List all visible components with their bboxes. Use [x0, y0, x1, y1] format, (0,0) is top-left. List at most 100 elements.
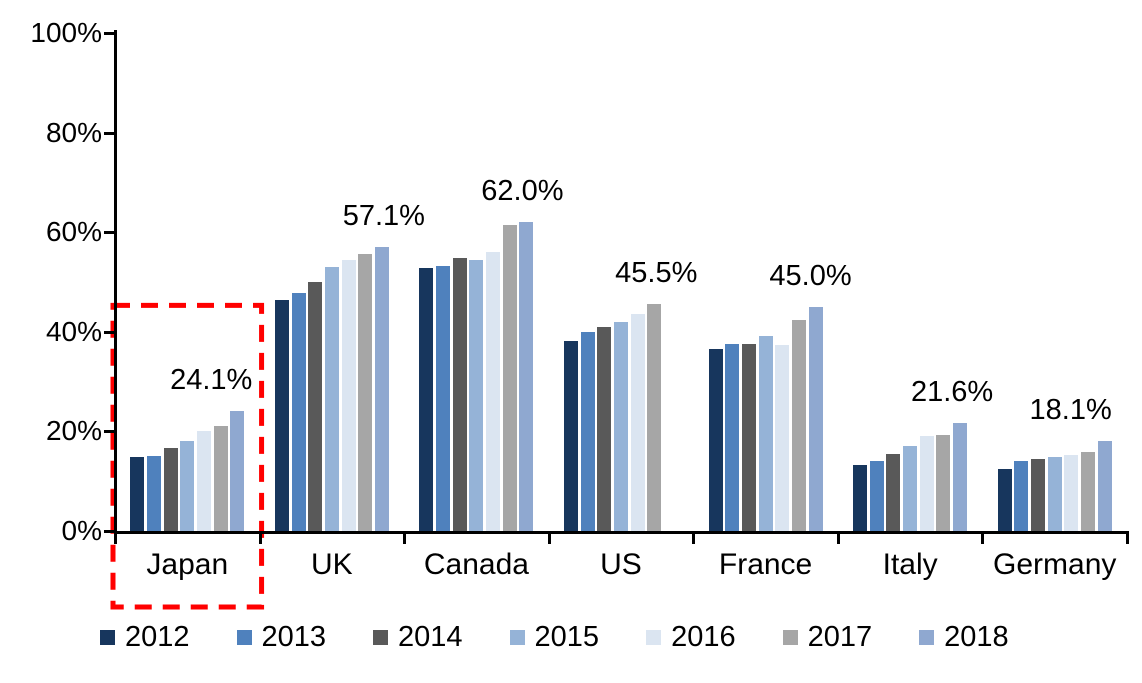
bar-germany-2016: [1064, 455, 1078, 531]
data-label-us: 45.5%: [615, 257, 698, 290]
bar-japan-2017: [214, 426, 228, 531]
y-axis-tick: [104, 231, 115, 235]
bar-france-2014: [742, 344, 756, 531]
bar-france-2016: [775, 345, 789, 531]
category-label-uk: UK: [311, 548, 353, 581]
bar-japan-2018: [230, 411, 244, 531]
bar-uk-2015: [325, 267, 339, 531]
bar-germany-2013: [1014, 461, 1028, 531]
bar-us-2015: [614, 322, 628, 531]
bar-italy-2013: [870, 461, 884, 531]
bar-us-2017: [647, 304, 661, 531]
bar-germany-2012: [998, 469, 1012, 531]
legend-swatch-icon: [509, 629, 525, 645]
bar-france-2013: [725, 344, 739, 531]
bar-canada-2017: [503, 225, 517, 531]
category-label-italy: Italy: [882, 548, 938, 581]
legend-label: 2013: [261, 621, 327, 653]
bar-italy-2012: [853, 465, 867, 531]
y-axis-tick: [104, 330, 115, 334]
legend-swatch-icon: [236, 629, 252, 645]
x-axis-tick: [258, 531, 262, 544]
x-axis-tick: [547, 531, 551, 544]
y-axis-tick-label: 0%: [61, 515, 102, 546]
bar-germany-2015: [1048, 457, 1062, 531]
bar-us-2016: [631, 314, 645, 531]
y-axis-tick: [104, 131, 115, 135]
y-axis-tick-label: 40%: [45, 315, 102, 347]
legend-label: 2012: [125, 621, 190, 653]
legend-label: 2017: [807, 621, 873, 653]
legend-swatch-icon: [373, 629, 389, 645]
category-label-canada: Canada: [423, 548, 529, 581]
data-label-italy: 21.6%: [910, 376, 994, 409]
bar-us-2013: [581, 332, 595, 531]
category-label-us: US: [600, 548, 642, 581]
legend: 2012 2013 2014 2015 2016 2017 2018: [100, 622, 1009, 652]
y-axis-tick-label: 60%: [45, 216, 102, 248]
x-axis-tick: [836, 531, 840, 544]
bar-japan-2013: [147, 456, 161, 531]
legend-item-2017: 2017: [782, 621, 873, 653]
bar-italy-2017: [936, 435, 950, 531]
bar-japan-2015: [180, 441, 194, 531]
bar-canada-2013: [436, 266, 450, 531]
legend-label: 2015: [534, 621, 600, 653]
legend-item-2013: 2013: [236, 621, 327, 653]
x-axis-tick: [1126, 531, 1129, 544]
data-label-france: 45.0%: [769, 259, 852, 292]
bar-france-2012: [709, 349, 723, 531]
data-label-japan: 24.1%: [170, 363, 253, 396]
bar-canada-2015: [469, 260, 483, 531]
x-axis: [114, 531, 1129, 534]
bar-uk-2014: [308, 282, 322, 531]
legend-swatch-icon: [100, 629, 115, 645]
bar-france-2017: [792, 320, 806, 531]
legend-item-2012: 2012: [100, 622, 190, 652]
y-axis-tick: [104, 32, 115, 35]
category-label-germany: Germany: [993, 548, 1117, 581]
bar-us-2014: [597, 327, 611, 531]
y-axis-tick: [104, 530, 115, 533]
y-axis-tick-label: 80%: [45, 116, 102, 148]
y-axis: [114, 30, 117, 534]
bar-uk-2018: [375, 247, 389, 531]
bar-france-2018: [809, 307, 823, 531]
bar-canada-2018: [519, 222, 533, 531]
legend-label: 2016: [671, 621, 736, 653]
legend-swatch-icon: [782, 629, 798, 645]
x-axis-tick: [403, 531, 407, 544]
legend-item-2014: 2014: [373, 622, 463, 652]
legend-item-2016: 2016: [646, 622, 736, 652]
bar-canada-2012: [419, 268, 433, 531]
legend-item-2015: 2015: [509, 621, 600, 653]
bar-italy-2016: [920, 436, 934, 531]
data-label-germany: 18.1%: [1029, 393, 1112, 426]
bar-japan-2016: [197, 431, 211, 531]
bar-canada-2016: [486, 252, 500, 531]
bar-uk-2017: [358, 254, 372, 531]
legend-swatch-icon: [919, 629, 935, 645]
bar-germany-2014: [1031, 459, 1045, 531]
bar-germany-2018: [1098, 441, 1112, 531]
category-label-japan: Japan: [146, 548, 229, 581]
legend-swatch-icon: [646, 629, 662, 645]
bar-uk-2012: [275, 300, 289, 531]
bar-japan-2014: [164, 448, 178, 531]
y-axis-tick-label: 100%: [30, 17, 102, 48]
bar-uk-2013: [292, 293, 306, 531]
bar-italy-2018: [953, 423, 967, 531]
y-axis-tick-label: 20%: [45, 415, 102, 447]
x-axis-tick: [114, 531, 117, 544]
x-axis-tick: [981, 531, 985, 544]
bar-germany-2017: [1081, 452, 1095, 531]
legend-label: 2014: [398, 621, 463, 653]
bar-france-2015: [759, 336, 773, 531]
data-label-uk: 57.1%: [342, 199, 425, 232]
bar-italy-2014: [886, 454, 900, 531]
bar-canada-2014: [453, 258, 467, 531]
y-axis-tick: [104, 430, 115, 434]
data-label-canada: 62.0%: [481, 175, 564, 208]
bar-japan-2012: [130, 457, 144, 531]
